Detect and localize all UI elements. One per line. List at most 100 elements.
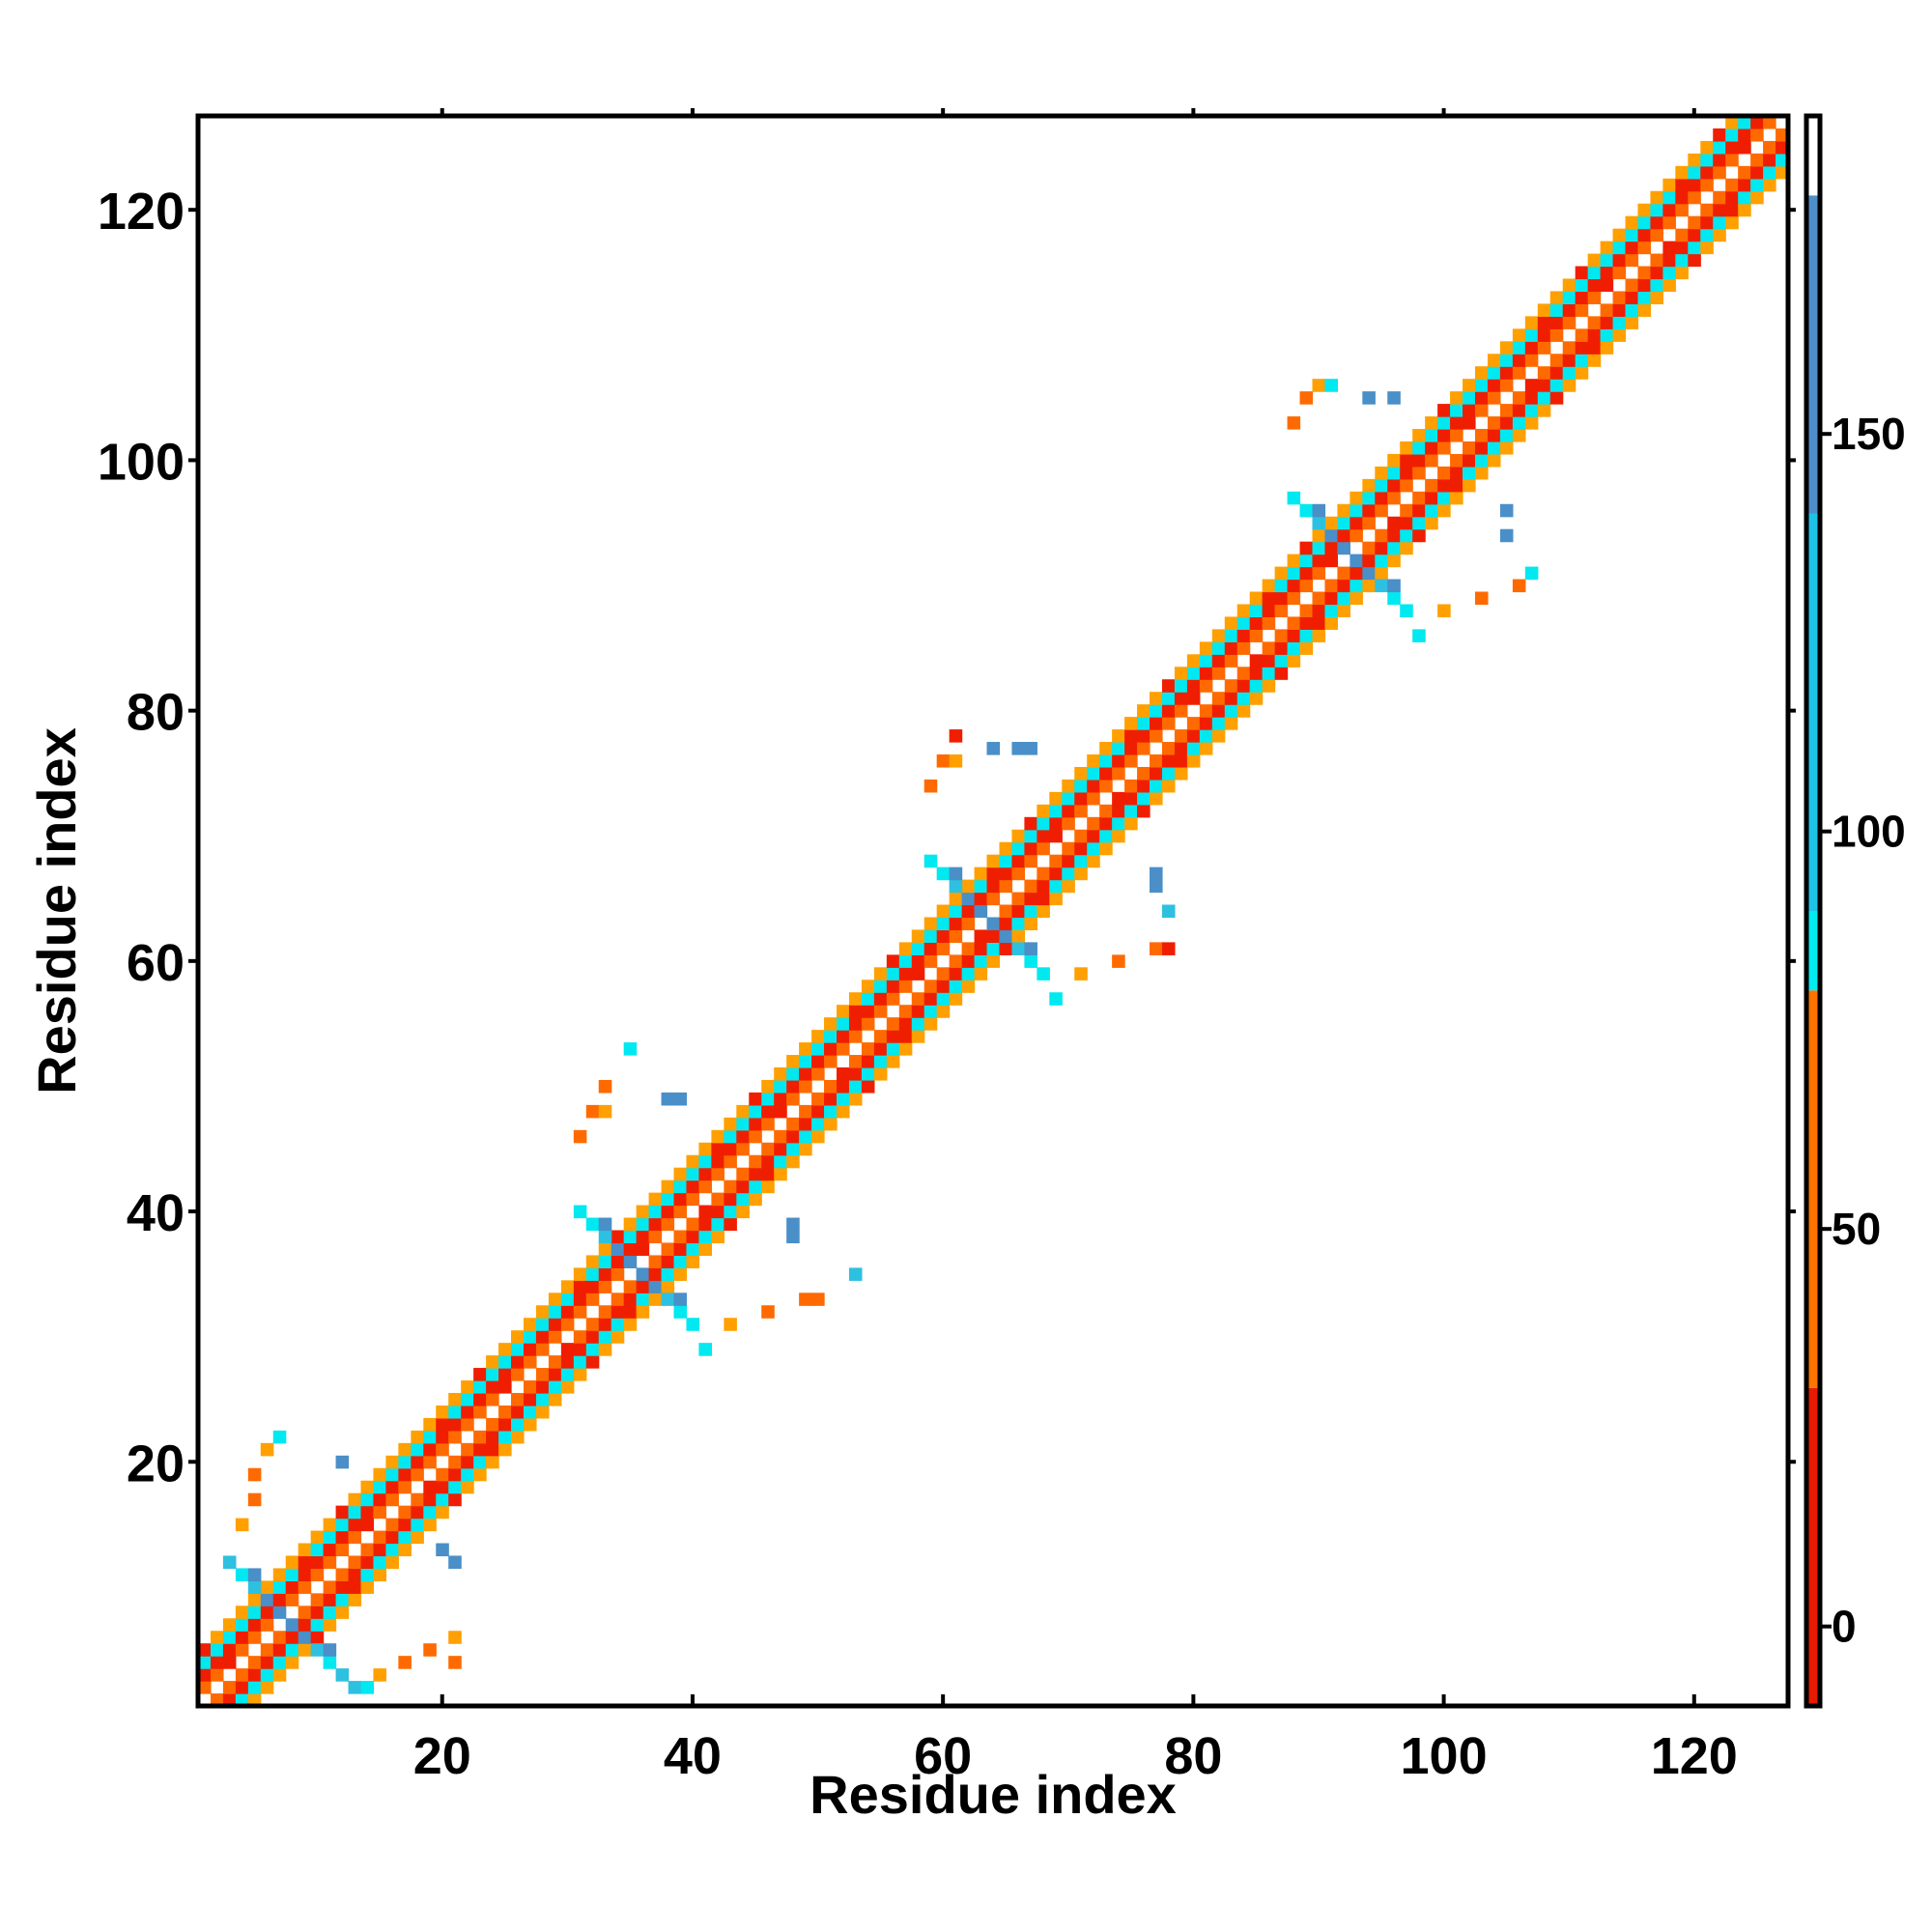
heatmap-cell xyxy=(573,1343,587,1356)
heatmap-cell xyxy=(911,954,925,968)
heatmap-cell xyxy=(761,1305,775,1319)
heatmap-cell xyxy=(373,1543,387,1557)
heatmap-cell xyxy=(1688,228,1701,242)
heatmap-cell xyxy=(611,1242,625,1257)
heatmap-cell xyxy=(1211,717,1226,730)
heatmap-cell xyxy=(373,1492,387,1507)
heatmap-cell xyxy=(1612,303,1627,317)
heatmap-cell xyxy=(686,1318,700,1331)
heatmap-cell xyxy=(335,1605,350,1619)
heatmap-cell xyxy=(1725,140,1739,155)
heatmap-cell xyxy=(1662,266,1676,280)
heatmap-cell xyxy=(698,1230,712,1244)
heatmap-cell xyxy=(1287,416,1301,430)
heatmap-cell xyxy=(560,1343,575,1356)
heatmap-cell xyxy=(623,1242,638,1257)
heatmap-cell xyxy=(448,1467,462,1482)
heatmap-cell xyxy=(1312,616,1326,630)
heatmap-cell xyxy=(1299,541,1314,555)
heatmap-cell xyxy=(1062,791,1075,806)
heatmap-cell xyxy=(598,1280,612,1293)
heatmap-cell xyxy=(848,1017,863,1031)
heatmap-cell xyxy=(486,1430,499,1444)
heatmap-cell xyxy=(1299,641,1314,655)
heatmap-cell xyxy=(1137,791,1151,806)
heatmap-cell xyxy=(298,1543,312,1557)
heatmap-cell xyxy=(1150,753,1163,768)
heatmap-cell xyxy=(1463,404,1476,417)
heatmap-cell xyxy=(949,992,963,1006)
heatmap-cell xyxy=(1186,679,1201,693)
heatmap-cell xyxy=(861,1079,875,1094)
heatmap-cell xyxy=(698,1142,712,1156)
heatmap-cell xyxy=(235,1568,249,1581)
heatmap-cell xyxy=(811,1129,825,1144)
x-tick-label: 20 xyxy=(413,1727,471,1785)
heatmap-cell xyxy=(1337,604,1350,618)
heatmap-cell xyxy=(247,1693,262,1707)
heatmap-cell xyxy=(1499,528,1514,543)
heatmap-cell xyxy=(511,1355,525,1369)
heatmap-cell xyxy=(1186,654,1201,668)
heatmap-cell xyxy=(1524,404,1539,417)
heatmap-cell xyxy=(1324,591,1339,606)
heatmap-cell xyxy=(448,1405,462,1419)
heatmap-cell xyxy=(1274,667,1289,680)
heatmap-cell xyxy=(1700,215,1714,230)
heatmap-cell xyxy=(824,1092,838,1106)
heatmap-cell xyxy=(1199,717,1213,730)
heatmap-cell xyxy=(1150,879,1163,894)
heatmap-cell xyxy=(298,1580,312,1594)
heatmap-cell xyxy=(799,1129,812,1144)
heatmap-cell xyxy=(1249,667,1264,680)
heatmap-cell xyxy=(1249,604,1264,618)
heatmap-cell xyxy=(1112,791,1125,806)
heatmap-cell xyxy=(598,1217,612,1232)
heatmap-cell xyxy=(1450,466,1463,480)
heatmap-cell xyxy=(986,892,1001,906)
heatmap-cell xyxy=(848,1079,863,1094)
heatmap-cell xyxy=(1124,729,1138,743)
heatmap-cell xyxy=(836,1017,850,1031)
heatmap-cell xyxy=(861,980,875,993)
x-tick-label: 60 xyxy=(914,1727,972,1785)
heatmap-cell xyxy=(247,1467,262,1482)
heatmap-cell xyxy=(560,1355,575,1369)
heatmap-cell xyxy=(560,1318,575,1331)
heatmap-cell xyxy=(711,1230,724,1244)
heatmap-cell xyxy=(461,1480,474,1494)
heatmap-cell xyxy=(1537,328,1551,342)
heatmap-cell xyxy=(548,1355,562,1369)
heatmap-cell xyxy=(1562,379,1577,392)
y-tick-label: 80 xyxy=(127,684,185,742)
heatmap-cell xyxy=(999,904,1013,919)
heatmap-cell xyxy=(1537,379,1551,392)
heatmap-cell xyxy=(799,1117,812,1131)
heatmap-cell xyxy=(1600,328,1614,342)
heatmap-cell xyxy=(898,967,913,980)
heatmap-cell xyxy=(774,1079,787,1094)
heatmap-cell xyxy=(1287,641,1301,655)
heatmap-cell xyxy=(247,1568,262,1581)
heatmap-cell xyxy=(1537,316,1551,329)
heatmap-cell xyxy=(686,1192,700,1207)
heatmap-cell xyxy=(1387,591,1401,606)
heatmap-cell xyxy=(1600,278,1614,293)
heatmap-cell xyxy=(436,1505,449,1520)
heatmap-cell xyxy=(498,1405,512,1419)
heatmap-cell xyxy=(385,1455,399,1469)
heatmap-cell xyxy=(949,753,963,768)
heatmap-cell xyxy=(222,1693,237,1707)
heatmap-cell xyxy=(936,904,951,919)
heatmap-cell xyxy=(1776,165,1789,180)
heatmap-cell xyxy=(285,1643,299,1657)
heatmap-cell xyxy=(1562,278,1577,293)
heatmap-cell xyxy=(736,1205,750,1219)
heatmap-cell xyxy=(648,1280,663,1293)
heatmap-cell xyxy=(310,1568,325,1581)
heatmap-cell xyxy=(698,1179,712,1194)
heatmap-cell xyxy=(1124,816,1138,831)
heatmap-cell xyxy=(1011,742,1025,755)
heatmap-cell xyxy=(423,1442,437,1457)
heatmap-cell xyxy=(1224,717,1238,730)
